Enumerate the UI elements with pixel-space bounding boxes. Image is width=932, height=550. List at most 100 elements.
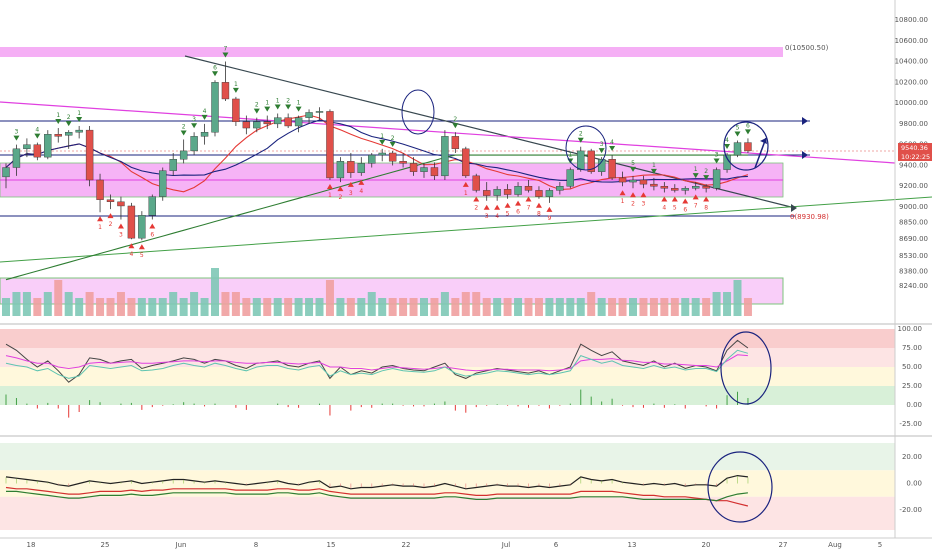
volume-bar xyxy=(33,298,42,316)
price-tick-label: 10200.00 xyxy=(895,78,928,86)
trendline-up xyxy=(0,196,932,263)
candle-body xyxy=(545,190,554,197)
candle-body xyxy=(221,82,230,100)
td-buy-marker xyxy=(358,179,365,185)
time-tick-label: 27 xyxy=(779,541,788,549)
candle-body xyxy=(2,167,10,178)
candle-body xyxy=(368,154,376,164)
td-buy-marker xyxy=(535,202,542,208)
price-tick-label: 10800.00 xyxy=(895,16,928,24)
td-sell-marker xyxy=(55,119,62,125)
ma-green xyxy=(5,154,748,281)
osc2-tick-label: 20.00 xyxy=(902,453,922,461)
volume-bar xyxy=(566,298,575,316)
td-buy-marker xyxy=(525,196,532,202)
candle-body xyxy=(326,111,334,179)
td-sell-marker xyxy=(222,52,229,58)
candle-body xyxy=(462,148,470,177)
time-tick-label: 6 xyxy=(554,541,559,549)
td-sell-label: 5 xyxy=(736,125,740,132)
osc1-line-1 xyxy=(5,354,748,372)
candle-body xyxy=(274,117,282,125)
td-buy-label: 2 xyxy=(338,194,342,201)
volume-bar xyxy=(388,298,397,316)
candle-body xyxy=(744,142,752,152)
candle-body xyxy=(284,117,292,127)
candle-body xyxy=(388,152,397,162)
volume-bar xyxy=(639,298,648,316)
oscillator-1-pane[interactable] xyxy=(0,329,895,418)
osc1-tick-label: -25.00 xyxy=(899,420,922,428)
time-tick-label: 22 xyxy=(402,541,411,549)
candle-body xyxy=(681,188,689,191)
candle-body xyxy=(85,129,94,181)
volume-bar xyxy=(493,298,502,316)
td-buy-label: 4 xyxy=(495,213,499,220)
candle-body xyxy=(660,186,669,189)
osc1-oversold-band xyxy=(0,386,895,405)
td-buy-marker xyxy=(671,196,678,202)
volume-bar xyxy=(514,298,523,316)
td-buy-marker xyxy=(640,192,647,198)
oscillator-2-pane[interactable] xyxy=(0,443,895,530)
candle-body xyxy=(315,111,324,113)
annotation-high: 0(10500.50) xyxy=(785,44,829,52)
td-buy-marker xyxy=(107,213,114,219)
volume-bar xyxy=(148,298,157,316)
volume-bar xyxy=(399,298,408,316)
td-sell-label: 5 xyxy=(631,160,635,167)
td-buy-marker xyxy=(462,181,469,187)
volume-bar xyxy=(179,298,188,316)
volume-bar xyxy=(325,280,334,316)
volume-bar xyxy=(85,292,94,316)
candle-body xyxy=(357,163,365,173)
volume-bar xyxy=(440,292,449,316)
td-buy-label: 7 xyxy=(694,202,698,209)
volume-bar xyxy=(2,298,10,316)
candle-body xyxy=(75,129,83,133)
td-sell-marker xyxy=(285,104,292,110)
td-sell-marker xyxy=(389,141,396,147)
td-buy-marker xyxy=(337,186,344,192)
td-sell-marker xyxy=(598,148,605,154)
td-sell-label: 1 xyxy=(77,110,81,117)
volume-bar xyxy=(106,298,115,316)
td-sell-label: 1 xyxy=(297,100,301,107)
td-buy-label: 4 xyxy=(662,204,666,211)
osc2-circle xyxy=(707,451,773,523)
price-tick-label: 8690.00 xyxy=(899,235,928,243)
osc1-tick-label: 0.00 xyxy=(906,401,922,409)
highlight-circle-3 xyxy=(723,121,769,171)
volume-bar xyxy=(420,298,428,316)
volume-bar xyxy=(64,292,73,316)
candle-body xyxy=(472,175,480,191)
osc2-tick-label: 0.00 xyxy=(906,480,922,488)
price-tick-label: 9200.00 xyxy=(899,182,928,190)
td-sell-label: 3 xyxy=(192,116,196,123)
osc2-line-1 xyxy=(5,486,749,507)
resistance-band xyxy=(0,47,783,57)
td-buy-marker xyxy=(682,198,689,204)
td-sell-marker xyxy=(734,131,741,137)
td-sell-marker xyxy=(744,129,751,135)
candle-body xyxy=(639,179,648,185)
td-sell-label: 1 xyxy=(276,98,280,105)
time-tag-bg xyxy=(898,152,932,161)
candle-body xyxy=(577,150,585,170)
td-buy-label: 3 xyxy=(642,200,646,207)
annotation-low: 0(8930.98) xyxy=(790,213,829,221)
osc1-tick-label: 50.00 xyxy=(902,363,922,371)
osc2-line-2 xyxy=(6,490,748,502)
candle-body xyxy=(44,134,52,158)
td-sell-marker xyxy=(13,135,20,141)
arrow-right-3 xyxy=(791,204,797,212)
td-sell-label: 3 xyxy=(715,152,719,159)
td-sell-marker xyxy=(650,168,657,174)
volume-bar xyxy=(576,298,585,316)
volume-bar xyxy=(231,292,240,316)
volume-bar xyxy=(681,298,690,316)
volume-bar xyxy=(503,298,512,316)
